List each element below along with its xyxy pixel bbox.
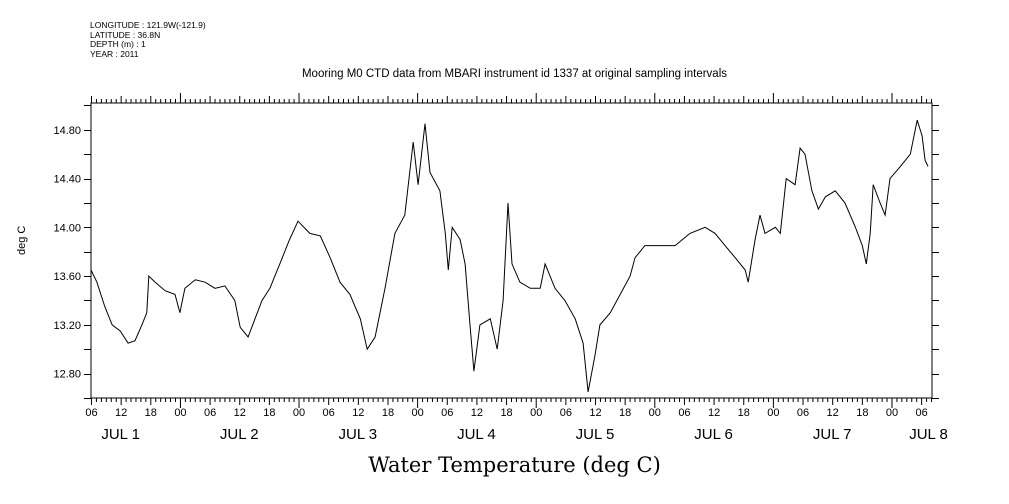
- x-tick-label: 00: [886, 407, 898, 419]
- x-tick-label: 06: [916, 407, 928, 419]
- x-tick-label: 06: [797, 407, 809, 419]
- x-day-label: JUL 5: [576, 426, 615, 443]
- x-tick-label: 06: [323, 407, 335, 419]
- x-tick-label: 18: [738, 407, 750, 419]
- x-tick-label: 00: [649, 407, 661, 419]
- x-tick-label: 18: [145, 407, 157, 419]
- x-tick-label: 12: [708, 407, 720, 419]
- x-tick-label: 12: [589, 407, 601, 419]
- x-tick-label: 18: [856, 407, 868, 419]
- x-day-label: JUL 4: [457, 426, 496, 443]
- x-tick-label: 00: [293, 407, 305, 419]
- x-day-label: JUL 8: [909, 426, 948, 443]
- x-tick-label: 00: [411, 407, 423, 419]
- x-tick-label: 06: [204, 407, 216, 419]
- y-tick-label: 14.40: [53, 174, 81, 186]
- x-tick-label: 00: [530, 407, 542, 419]
- x-tick-label: 18: [500, 407, 512, 419]
- longitude-label: LONGITUDE : 121.9W(-121.9): [90, 20, 206, 30]
- x-tick-label: 12: [234, 407, 246, 419]
- y-tick-label: 14.80: [53, 125, 81, 137]
- y-tick-label: 13.60: [53, 271, 81, 283]
- year-label: YEAR : 2011: [90, 48, 139, 59]
- y-tick-label: 14.00: [53, 222, 81, 234]
- temperature-line: [90, 119, 929, 392]
- x-day-label: JUL 7: [813, 426, 852, 443]
- x-tick-label: 18: [382, 407, 394, 419]
- x-day-label: JUL 1: [101, 426, 140, 443]
- x-tick-label: 06: [678, 407, 690, 419]
- x-tick-label: 06: [441, 407, 453, 419]
- y-tick-label: 12.80: [53, 369, 81, 381]
- x-axis-title: Water Temperature (deg C): [368, 453, 661, 477]
- latitude-label: LATITUDE : 36.8N: [90, 29, 161, 40]
- x-day-label: JUL 6: [694, 426, 733, 443]
- y-tick-label: 13.20: [53, 320, 81, 332]
- chart-title: Mooring M0 CTD data from MBARI instrumen…: [301, 68, 728, 80]
- metadata-block: LONGITUDE : 121.9W(-121.9) LATITUDE : 36…: [90, 20, 206, 59]
- x-day-label: JUL 3: [339, 426, 378, 443]
- x-tick-label: 06: [85, 407, 97, 419]
- x-tick-label: 12: [115, 407, 127, 419]
- x-tick-label: 18: [619, 407, 631, 419]
- x-tick-label: 06: [560, 407, 572, 419]
- x-tick-label: 18: [263, 407, 275, 419]
- x-tick-label: 00: [174, 407, 186, 419]
- x-tick-label: 00: [767, 407, 779, 419]
- x-tick-label: 12: [352, 407, 364, 419]
- x-tick-label: 12: [827, 407, 839, 419]
- depth-label: DEPTH (m) : 1: [90, 39, 146, 49]
- x-tick-label: 12: [471, 407, 483, 419]
- x-day-label: JUL 2: [220, 426, 259, 443]
